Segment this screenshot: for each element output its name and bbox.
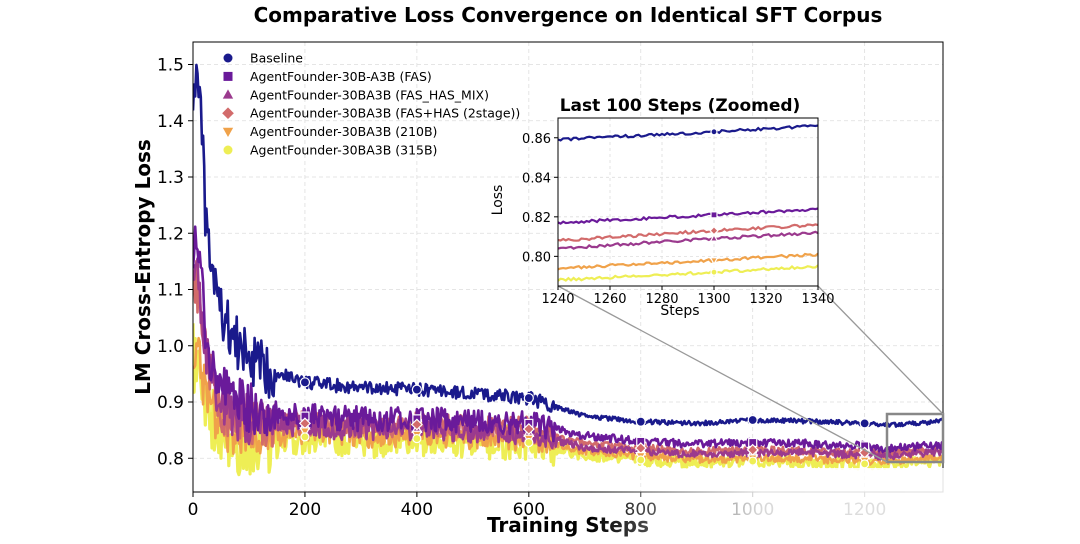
series-marker-agentfounder-30ba3b-315b xyxy=(636,455,646,465)
inset-x-tick-label: 1320 xyxy=(749,292,782,307)
inset-x-tick-label: 1240 xyxy=(541,292,574,307)
y-tick-label: 1.1 xyxy=(157,281,184,301)
series-marker-baseline xyxy=(411,384,422,395)
inset-series-line-agentfounder-30ba3b-fas-has-2stage xyxy=(558,223,818,242)
zoom-connector-left xyxy=(557,285,888,463)
series-marker-agentfounder-30ba3b-315b xyxy=(860,459,870,469)
inset-series-line-agentfounder-30ba3b-315b xyxy=(558,264,818,282)
inset-x-label: Steps xyxy=(660,303,699,319)
x-tick-label: 0 xyxy=(188,500,199,520)
inset-series-line-baseline xyxy=(558,124,818,142)
series-marker-baseline xyxy=(635,416,646,427)
y-tick-label: 1.5 xyxy=(157,56,184,76)
series-marker-baseline xyxy=(523,392,534,404)
series-marker-baseline xyxy=(747,414,758,426)
legend-marker-agentfounder-30ba3b-fas-has-mix xyxy=(222,89,234,99)
zoom-region-box xyxy=(885,412,945,464)
legend: Baseline AgentFounder-30B-A3B (FAS) AgentF… xyxy=(222,51,520,158)
inset-marker-agentfounder-30ba3b-fas-has-2stage xyxy=(709,225,719,236)
legend-label: AgentFounder-30BA3B (315B) xyxy=(250,143,437,158)
y-tick-label: 0.8 xyxy=(157,449,184,469)
series-marker-agentfounder-30ba3b-315b xyxy=(524,437,534,448)
y-tick-label: 0.9 xyxy=(157,393,184,413)
legend-marker-agentfounder-30b-a3b-fas xyxy=(223,71,233,81)
x-tick-label: 600 xyxy=(513,500,545,520)
y-axis-label: LM Cross-Entropy Loss xyxy=(131,139,155,395)
legend-label: AgentFounder-30BA3B (FAS+HAS (2stage)) xyxy=(250,106,520,121)
main-series-group xyxy=(193,63,943,477)
inset-marker-agentfounder-30b-a3b-fas xyxy=(710,211,718,219)
legend-marker-baseline xyxy=(223,53,233,63)
inset-y-tick-label: 0.84 xyxy=(522,171,551,186)
legend-marker-agentfounder-30ba3b-210b xyxy=(222,127,234,137)
main-markers-group xyxy=(298,377,871,469)
series-line-baseline xyxy=(193,63,943,428)
inset-marker-agentfounder-30ba3b-210b xyxy=(709,257,719,266)
inset-title: Last 100 Steps (Zoomed) xyxy=(560,96,801,116)
inset-ticks: 1240 1260 1280 1300 1320 1340 0.80 0.82 0.84 0.86 xyxy=(522,132,835,307)
y-tick-label: 1.3 xyxy=(157,168,184,188)
series-marker-agentfounder-30ba3b-210b xyxy=(299,427,311,438)
legend-label: AgentFounder-30BA3B (FAS_HAS_MIX) xyxy=(250,87,489,102)
inset-y-tick-label: 0.80 xyxy=(522,250,551,265)
inset-x-tick-label: 1280 xyxy=(645,292,678,307)
legend-label: AgentFounder-30BA3B (210B) xyxy=(250,124,437,139)
legend-marker-agentfounder-30ba3b-315b xyxy=(223,145,233,155)
inset-y-tick-label: 0.86 xyxy=(522,132,551,147)
inset-markers-group xyxy=(709,128,719,276)
inset-y-label: Loss xyxy=(490,185,506,216)
y-tick-label: 1.0 xyxy=(157,337,184,357)
series-marker-baseline xyxy=(859,418,870,429)
series-marker-agentfounder-30ba3b-315b xyxy=(300,432,310,442)
inset-y-tick-label: 0.82 xyxy=(522,211,551,226)
series-marker-agentfounder-30ba3b-fas-has-2stage xyxy=(410,418,423,431)
inset-marker-agentfounder-30ba3b-fas-has-mix xyxy=(709,233,719,242)
inset-axes-frame xyxy=(557,117,819,287)
x-tick-label: 200 xyxy=(289,500,321,520)
inset-series-line-agentfounder-30ba3b-210b xyxy=(558,252,818,271)
zoom-connector-right xyxy=(817,285,944,415)
series-line-agentfounder-30b-a3b-fas xyxy=(193,225,943,454)
inset-x-tick-label: 1300 xyxy=(697,292,730,307)
series-marker-agentfounder-30ba3b-315b xyxy=(748,456,758,466)
legend-label: Baseline xyxy=(250,51,303,66)
y-tick-label: 1.2 xyxy=(157,224,184,244)
legend-marker-agentfounder-30ba3b-fas-has-2stage xyxy=(222,107,234,120)
bottom-right-fade-overlay xyxy=(590,468,1080,544)
y-tick-label: 1.4 xyxy=(157,112,184,132)
main-ticks: 0200400600800100012000.80.91.01.11.21.31… xyxy=(157,56,886,521)
x-tick-label: 400 xyxy=(401,500,433,520)
inset-background xyxy=(558,118,818,286)
inset-x-tick-label: 1260 xyxy=(593,292,626,307)
inset-series-group xyxy=(558,124,818,282)
series-marker-agentfounder-30ba3b-fas-has-2stage xyxy=(522,422,535,436)
chart-title: Comparative Loss Convergence on Identica… xyxy=(254,3,883,27)
inset-series-line-agentfounder-30b-a3b-fas xyxy=(558,207,818,225)
inset-x-tick-label: 1340 xyxy=(801,292,834,307)
inset-marker-agentfounder-30ba3b-315b xyxy=(710,268,718,276)
series-marker-baseline xyxy=(299,377,311,388)
legend-label: AgentFounder-30B-A3B (FAS) xyxy=(250,69,432,84)
series-marker-agentfounder-30ba3b-315b xyxy=(412,433,422,444)
inset-marker-baseline xyxy=(710,128,718,136)
inset-series-line-agentfounder-30ba3b-fas-has-mix xyxy=(558,230,818,250)
main-axes-frame xyxy=(192,41,944,493)
